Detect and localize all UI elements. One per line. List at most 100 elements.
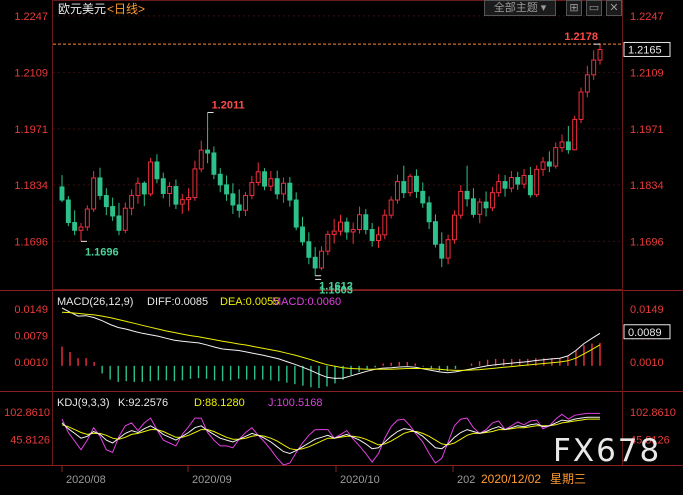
diff-line: [61, 307, 601, 379]
candle-up: [135, 182, 141, 197]
k-line: [61, 416, 600, 455]
candle-down: [65, 199, 71, 224]
candle-up: [148, 161, 154, 195]
candle-up: [407, 175, 413, 194]
candle-up: [597, 48, 603, 61]
candle-down: [464, 190, 470, 200]
low-annotation: 1.1603: [319, 284, 353, 296]
candle-up: [584, 74, 590, 93]
candle-up: [578, 91, 584, 120]
macd-axis-ticks: 0.01490.01490.00790.00790.00100.00100.00…: [14, 304, 671, 369]
candle-down: [502, 181, 508, 189]
price-tick-left: 1.1834: [14, 180, 48, 192]
candle-down: [72, 222, 78, 231]
window-icon: ▭: [588, 2, 600, 14]
candle-up: [255, 171, 261, 183]
footer-date: 2020/12/02: [481, 472, 541, 486]
candle-up: [192, 168, 198, 199]
current-price-tag: [623, 41, 671, 57]
candle-up: [129, 195, 135, 209]
kdj-plot: [61, 412, 600, 466]
candle-up: [268, 178, 274, 187]
candle-up: [553, 147, 559, 167]
price-tick-left: 1.1971: [14, 124, 48, 136]
candle-up: [167, 186, 173, 194]
candle-up: [91, 177, 97, 210]
candle-up: [496, 181, 502, 194]
dea-line: [61, 311, 601, 371]
macd-readout: DIFF:0.0085: [147, 296, 208, 308]
candle-up: [458, 190, 464, 216]
low-annotation: 1.1612: [319, 281, 353, 293]
candle-down: [426, 202, 432, 223]
close-button[interactable]: ✕: [606, 0, 622, 16]
low-annotation: 1.1696: [85, 246, 119, 258]
period-label: <日线>: [107, 2, 145, 16]
d-line: [61, 418, 600, 451]
macd-current-label: 0.0089: [628, 327, 662, 339]
candle-down: [369, 228, 375, 242]
theme-dropdown[interactable]: 全部主题 ▾: [484, 0, 556, 16]
price-axis-ticks: 1.2247 1.2247 1.2109 1.2109 1.1971 1.1971 1.18…: [14, 11, 663, 248]
candle-down: [141, 182, 147, 195]
candle-down: [300, 226, 305, 243]
close-icon: ✕: [609, 2, 619, 14]
candle-down: [483, 201, 489, 209]
symbol-title: 欧元美元: [58, 2, 106, 16]
candle-up: [508, 177, 514, 189]
candle-up: [521, 174, 527, 185]
candle-down: [312, 256, 318, 269]
macd-plot: [61, 307, 601, 388]
candle-down: [230, 193, 236, 206]
grid-icon: ⊞: [569, 2, 579, 14]
price-tick-left: 1.2247: [14, 11, 48, 23]
settings-button[interactable]: ⊞: [566, 0, 582, 16]
kdj-tick-right: 45.8126: [630, 434, 670, 446]
macd-readout: MACD:0.0060: [272, 296, 341, 308]
candle-up: [572, 118, 578, 151]
candle-down: [439, 243, 445, 259]
candle-up: [325, 233, 331, 252]
candle-up: [281, 182, 286, 195]
candle-down: [103, 195, 109, 208]
price-tick-right: 1.1971: [630, 124, 664, 136]
current-price-label: 1.2165: [628, 44, 662, 56]
candle-down: [217, 173, 223, 186]
kdj-tick-right: 102.8610: [630, 407, 676, 419]
candle-down: [173, 186, 179, 205]
candle-down: [224, 184, 230, 195]
candle-down: [97, 177, 103, 197]
candle-down: [262, 171, 268, 187]
candle-down: [205, 149, 211, 154]
date-tick-label: 202: [457, 474, 475, 486]
candle-down: [110, 206, 116, 217]
candle-up: [394, 181, 400, 201]
candle-up: [331, 230, 337, 235]
candle-down: [470, 198, 476, 215]
macd-current-tag: [623, 324, 671, 340]
candle-down: [420, 190, 426, 204]
candle-down: [515, 177, 521, 185]
candle-up: [388, 199, 394, 216]
kdj-readout: K:92.2576: [118, 397, 168, 409]
macd-tick-left: 0.0010: [14, 357, 48, 369]
window-button[interactable]: ▭: [586, 0, 602, 16]
price-gridlines: [53, 15, 622, 242]
candle-down: [413, 175, 419, 192]
candle-up: [319, 250, 324, 269]
candle-down: [306, 241, 312, 258]
candle-down: [293, 199, 299, 228]
candle-up: [445, 239, 451, 259]
high-annotation: 1.2178: [564, 31, 598, 43]
price-tick-left: 1.1696: [14, 236, 48, 248]
chevron-down-icon: ▾: [540, 2, 547, 14]
candle-down: [363, 214, 369, 230]
footer-weekday: 星期三: [550, 472, 586, 486]
date-axis: 2020/08 2020/09 2020/10 202: [61, 466, 475, 486]
candle-up: [350, 228, 356, 233]
kdj-readouts: KDJ(9,3,3) K:92.2576 D:88.1280 J:100.5168: [57, 397, 322, 409]
candle-down: [432, 221, 438, 245]
candle-down: [344, 221, 350, 233]
